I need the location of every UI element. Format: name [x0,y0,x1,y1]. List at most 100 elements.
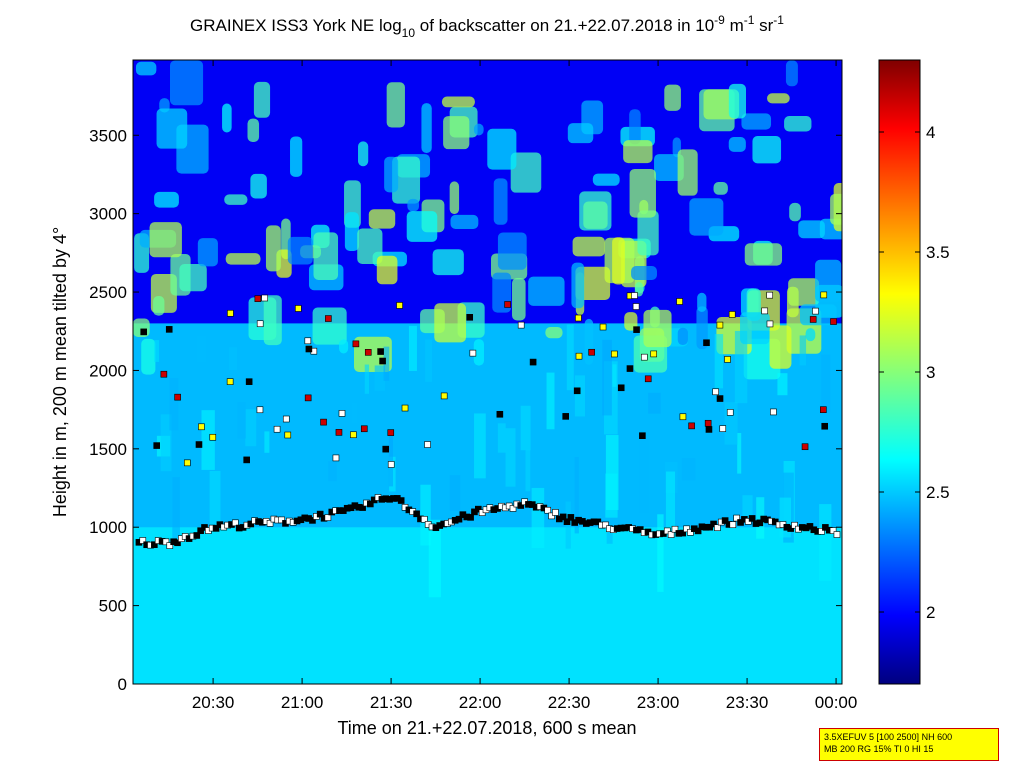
backscatter-patch [141,338,156,375]
layer-marker [183,459,191,467]
backscatter-patch [196,335,206,363]
backscatter-patch [819,504,832,581]
backscatter-patch [351,402,358,424]
backscatter-patch [253,81,271,118]
backscatter-patch [368,209,396,229]
backscatter-patch [290,136,303,177]
backscatter-patch [713,182,728,195]
layer-marker [212,525,220,532]
backscatter-patch [434,303,466,343]
layer-marker [325,315,332,322]
backscatter-patch [752,135,782,164]
annotation-line-1: 3.5XEFUV 5 [100 2500] NH 600 [824,732,953,742]
layer-marker [733,514,740,522]
backscatter-patch [592,173,620,186]
y-tick-label: 3000 [89,205,127,224]
x-tick-label: 21:00 [281,693,324,712]
backscatter-patch [388,432,393,487]
backscatter-patch [741,113,772,130]
backscatter-patch [799,335,807,366]
backscatter-patch [657,514,664,592]
layer-band-0 [133,527,842,684]
layer-marker [466,314,474,321]
backscatter-patch [689,198,724,236]
layer-marker [517,502,525,509]
layer-marker [413,510,420,518]
layer-marker [166,542,174,549]
backscatter-patch [408,325,417,371]
layer-marker [575,352,583,360]
backscatter-patch [584,318,594,365]
y-tick-label: 500 [99,597,127,616]
backscatter-patch [583,201,608,229]
backscatter-patch [805,328,816,342]
backscatter-patch [769,325,792,369]
settings-annotation: 3.5XEFUV 5 [100 2500] NH 600 MB 200 RG 1… [819,728,999,761]
layer-marker [766,320,774,328]
layer-marker [641,353,648,361]
layer-markers [135,291,841,549]
layer-marker [552,509,559,516]
colorbar-tick-label: 2 [926,603,935,622]
y-tick-label: 1500 [89,440,127,459]
layer-marker [724,356,731,363]
layer-marker [719,425,727,432]
layer-marker [716,395,724,402]
backscatter-patch [224,194,248,205]
backscatter-patch [487,128,517,170]
backscatter-patch [449,181,460,215]
backscatter-patch [696,306,708,350]
layer-marker [332,454,340,462]
backscatter-patch [648,392,661,414]
backscatter-patch [420,484,431,546]
backscatter-patch [169,60,204,106]
backscatter-patch [250,173,267,199]
backscatter-patch [677,327,688,346]
layer-marker [517,321,525,329]
backscatter-patch [512,278,526,321]
layer-marker [748,515,756,522]
layer-marker [770,408,777,416]
layer-marker [226,378,234,385]
backscatter-patch [566,324,574,391]
backscatter-patch [407,198,420,212]
layer-marker [632,303,640,310]
layer-marker [304,394,312,402]
backscatter-patch [160,414,172,472]
backscatter-patch [624,312,638,331]
layer-marker [387,461,395,468]
layer-marker [705,426,713,433]
backscatter-patch [744,243,783,266]
backscatter-patch [664,84,681,111]
backscatter-patch [612,237,625,285]
backscatter-patch [520,405,531,451]
backscatter-patch [497,423,506,453]
annotation-line-2: MB 200 RG 15% TI 0 HI 15 [824,744,934,754]
layer-marker [573,387,581,395]
colorbar-tick-label: 2.5 [926,483,950,502]
backscatter-patch [339,339,349,354]
backscatter-patch [172,477,180,540]
layer-marker [563,518,571,526]
layer-marker [602,521,609,529]
layer-marker [617,384,625,392]
layer-marker [562,413,570,420]
backscatter-patch [606,523,613,544]
layer-marker [818,527,825,535]
backscatter-patch [629,168,656,218]
backscatter-patch [602,339,612,416]
backscatter-patch [767,93,790,104]
backscatter-patch [358,141,369,167]
layer-marker [160,370,168,378]
backscatter-patch [779,497,792,538]
backscatter-patch [328,461,337,482]
backscatter-patch [574,457,579,534]
backscatter-patch [421,103,432,153]
layer-marker [833,531,841,538]
layer-marker [352,340,360,348]
backscatter-patch [364,364,370,394]
backscatter-patch [789,202,801,222]
backscatter-patch [153,296,165,316]
backscatter-patch [474,413,486,479]
layer-marker [633,326,640,333]
